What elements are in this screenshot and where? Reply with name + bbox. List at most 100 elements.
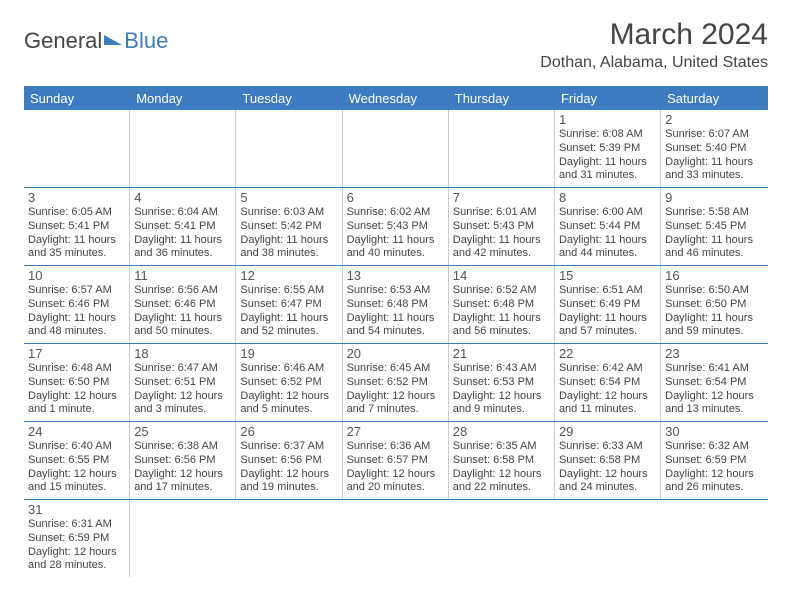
daylight-text: Daylight: 12 hours	[453, 468, 550, 482]
day-cell: 12Sunrise: 6:55 AMSunset: 6:47 PMDayligh…	[236, 266, 342, 343]
week-row: 17Sunrise: 6:48 AMSunset: 6:50 PMDayligh…	[24, 344, 768, 422]
day-cell: 9Sunrise: 5:58 AMSunset: 5:45 PMDaylight…	[661, 188, 767, 265]
day-number: 17	[28, 346, 125, 361]
day-header-row: SundayMondayTuesdayWednesdayThursdayFrid…	[24, 86, 768, 110]
sunrise-text: Sunrise: 6:40 AM	[28, 440, 125, 454]
sunrise-text: Sunrise: 6:03 AM	[240, 206, 337, 220]
sunrise-text: Sunrise: 6:56 AM	[134, 284, 231, 298]
sunrise-text: Sunrise: 6:33 AM	[559, 440, 656, 454]
week-row: 1Sunrise: 6:08 AMSunset: 5:39 PMDaylight…	[24, 110, 768, 188]
daylight-text: and 13 minutes.	[665, 403, 763, 417]
daylight-text: and 48 minutes.	[28, 325, 125, 339]
day-cell: 8Sunrise: 6:00 AMSunset: 5:44 PMDaylight…	[555, 188, 661, 265]
empty-cell	[555, 500, 661, 577]
empty-cell	[236, 500, 342, 577]
daylight-text: Daylight: 12 hours	[240, 468, 337, 482]
daylight-text: and 20 minutes.	[347, 481, 444, 495]
daylight-text: Daylight: 11 hours	[559, 312, 656, 326]
sunset-text: Sunset: 6:59 PM	[28, 532, 125, 546]
sunset-text: Sunset: 5:41 PM	[28, 220, 125, 234]
daylight-text: and 1 minute.	[28, 403, 125, 417]
sunrise-text: Sunrise: 6:55 AM	[240, 284, 337, 298]
daylight-text: Daylight: 12 hours	[453, 390, 550, 404]
daylight-text: and 9 minutes.	[453, 403, 550, 417]
day-cell: 4Sunrise: 6:04 AMSunset: 5:41 PMDaylight…	[130, 188, 236, 265]
daylight-text: Daylight: 11 hours	[240, 312, 337, 326]
empty-cell	[343, 500, 449, 577]
sunrise-text: Sunrise: 6:51 AM	[559, 284, 656, 298]
logo-text-1: General	[24, 28, 102, 54]
day-cell: 16Sunrise: 6:50 AMSunset: 6:50 PMDayligh…	[661, 266, 767, 343]
day-number: 11	[134, 268, 231, 283]
empty-cell	[449, 500, 555, 577]
day-cell: 21Sunrise: 6:43 AMSunset: 6:53 PMDayligh…	[449, 344, 555, 421]
week-row: 10Sunrise: 6:57 AMSunset: 6:46 PMDayligh…	[24, 266, 768, 344]
day-cell: 26Sunrise: 6:37 AMSunset: 6:56 PMDayligh…	[236, 422, 342, 499]
title-location: Dothan, Alabama, United States	[540, 54, 768, 72]
sunrise-text: Sunrise: 6:48 AM	[28, 362, 125, 376]
sunrise-text: Sunrise: 6:00 AM	[559, 206, 656, 220]
daylight-text: Daylight: 11 hours	[665, 312, 763, 326]
empty-cell	[24, 110, 130, 187]
sunrise-text: Sunrise: 6:01 AM	[453, 206, 550, 220]
daylight-text: Daylight: 12 hours	[665, 468, 763, 482]
title-block: March 2024 Dothan, Alabama, United State…	[540, 18, 768, 72]
sunrise-text: Sunrise: 6:52 AM	[453, 284, 550, 298]
daylight-text: Daylight: 12 hours	[28, 468, 125, 482]
sunset-text: Sunset: 6:47 PM	[240, 298, 337, 312]
day-cell: 18Sunrise: 6:47 AMSunset: 6:51 PMDayligh…	[130, 344, 236, 421]
sunrise-text: Sunrise: 6:37 AM	[240, 440, 337, 454]
day-number: 14	[453, 268, 550, 283]
daylight-text: Daylight: 11 hours	[559, 156, 656, 170]
daylight-text: and 19 minutes.	[240, 481, 337, 495]
daylight-text: and 52 minutes.	[240, 325, 337, 339]
daylight-text: Daylight: 12 hours	[347, 468, 444, 482]
sunrise-text: Sunrise: 6:57 AM	[28, 284, 125, 298]
daylight-text: and 59 minutes.	[665, 325, 763, 339]
day-number: 4	[134, 190, 231, 205]
day-header: Saturday	[661, 87, 767, 110]
sunset-text: Sunset: 5:45 PM	[665, 220, 763, 234]
daylight-text: and 40 minutes.	[347, 247, 444, 261]
daylight-text: Daylight: 11 hours	[453, 312, 550, 326]
day-header: Wednesday	[343, 87, 449, 110]
day-number: 29	[559, 424, 656, 439]
sunset-text: Sunset: 6:50 PM	[665, 298, 763, 312]
day-number: 8	[559, 190, 656, 205]
week-row: 31Sunrise: 6:31 AMSunset: 6:59 PMDayligh…	[24, 500, 768, 577]
daylight-text: Daylight: 12 hours	[559, 468, 656, 482]
daylight-text: Daylight: 11 hours	[28, 234, 125, 248]
daylight-text: and 24 minutes.	[559, 481, 656, 495]
day-cell: 28Sunrise: 6:35 AMSunset: 6:58 PMDayligh…	[449, 422, 555, 499]
sunset-text: Sunset: 5:40 PM	[665, 142, 763, 156]
empty-cell	[343, 110, 449, 187]
sunset-text: Sunset: 5:42 PM	[240, 220, 337, 234]
day-cell: 20Sunrise: 6:45 AMSunset: 6:52 PMDayligh…	[343, 344, 449, 421]
day-cell: 19Sunrise: 6:46 AMSunset: 6:52 PMDayligh…	[236, 344, 342, 421]
sunset-text: Sunset: 6:54 PM	[665, 376, 763, 390]
sunset-text: Sunset: 5:41 PM	[134, 220, 231, 234]
day-cell: 1Sunrise: 6:08 AMSunset: 5:39 PMDaylight…	[555, 110, 661, 187]
sunset-text: Sunset: 5:43 PM	[347, 220, 444, 234]
daylight-text: and 5 minutes.	[240, 403, 337, 417]
daylight-text: and 11 minutes.	[559, 403, 656, 417]
day-cell: 15Sunrise: 6:51 AMSunset: 6:49 PMDayligh…	[555, 266, 661, 343]
sunset-text: Sunset: 6:58 PM	[559, 454, 656, 468]
day-number: 26	[240, 424, 337, 439]
day-number: 31	[28, 502, 125, 517]
title-month: March 2024	[540, 18, 768, 52]
sunrise-text: Sunrise: 6:46 AM	[240, 362, 337, 376]
sunrise-text: Sunrise: 6:38 AM	[134, 440, 231, 454]
day-number: 9	[665, 190, 763, 205]
sunset-text: Sunset: 6:56 PM	[134, 454, 231, 468]
sunset-text: Sunset: 6:56 PM	[240, 454, 337, 468]
sunset-text: Sunset: 6:59 PM	[665, 454, 763, 468]
sunset-text: Sunset: 6:54 PM	[559, 376, 656, 390]
daylight-text: and 56 minutes.	[453, 325, 550, 339]
daylight-text: and 28 minutes.	[28, 559, 125, 573]
day-number: 18	[134, 346, 231, 361]
day-header: Thursday	[449, 87, 555, 110]
sunset-text: Sunset: 5:44 PM	[559, 220, 656, 234]
daylight-text: Daylight: 11 hours	[240, 234, 337, 248]
daylight-text: and 44 minutes.	[559, 247, 656, 261]
